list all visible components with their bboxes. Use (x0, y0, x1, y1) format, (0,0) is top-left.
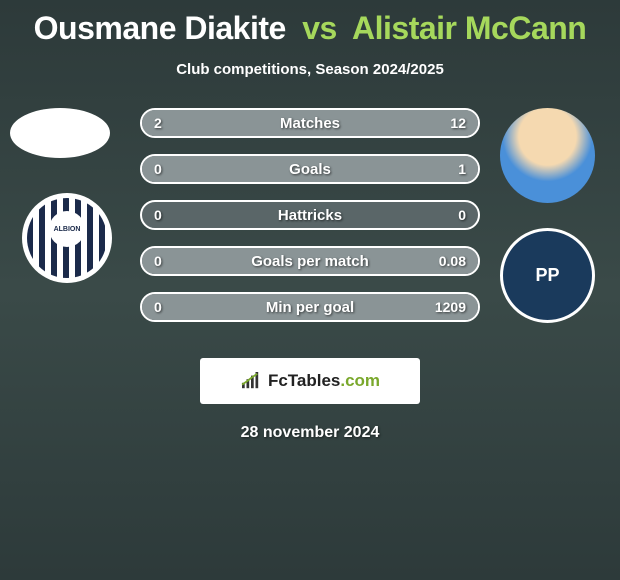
stat-bar: 212Matches (140, 108, 480, 138)
vs-label: vs (302, 10, 337, 46)
stat-label: Min per goal (142, 294, 478, 320)
player1-avatar (10, 108, 110, 158)
player1-name: Ousmane Diakite (34, 10, 286, 46)
stat-bar: 00.08Goals per match (140, 246, 480, 276)
brand-text: FcTables.com (268, 371, 380, 391)
player1-club-badge-text: ALBION (49, 211, 85, 247)
stat-label: Matches (142, 110, 478, 136)
brand-chart-icon (240, 372, 262, 390)
stat-bar: 01Goals (140, 154, 480, 184)
comparison-title: Ousmane Diakite vs Alistair McCann (0, 0, 620, 47)
stat-bar: 00Hattricks (140, 200, 480, 230)
brand-box: FcTables.com (200, 358, 420, 404)
player2-club-badge: PP (500, 228, 595, 323)
player2-avatar (500, 108, 595, 203)
player2-name: Alistair McCann (352, 10, 586, 46)
player1-club-badge: ALBION (22, 193, 112, 283)
stat-label: Goals per match (142, 248, 478, 274)
comparison-body: ALBION PP 212Matches 01Goals 00Hattricks 00… (0, 108, 620, 338)
stat-bar: 01209Min per goal (140, 292, 480, 322)
stat-bars: 212Matches 01Goals 00Hattricks 00.08Goals p… (140, 108, 480, 338)
subtitle: Club competitions, Season 2024/2025 (0, 61, 620, 78)
stat-label: Goals (142, 156, 478, 182)
stat-label: Hattricks (142, 202, 478, 228)
date-label: 28 november 2024 (0, 424, 620, 442)
player2-club-badge-text: PP (535, 265, 559, 286)
